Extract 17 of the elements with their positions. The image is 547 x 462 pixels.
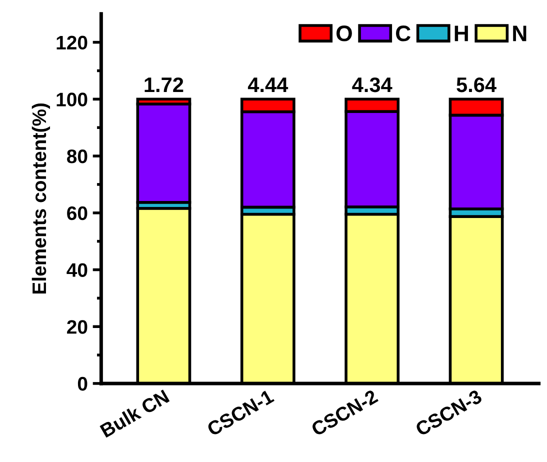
y-tick-label: 100 <box>56 92 88 106</box>
legend-label: H <box>454 26 468 42</box>
y-tick-label: 80 <box>66 149 88 164</box>
y-tick-label: 60 <box>67 206 88 220</box>
legend-label: O <box>336 26 352 42</box>
y-tick-label: 20 <box>67 320 88 334</box>
data-label: 4.34 <box>352 77 392 92</box>
legend-label: N <box>513 26 526 42</box>
legend-label: C <box>396 26 411 42</box>
data-label: 5.64 <box>456 77 496 92</box>
x-tick-label: Bulk CN <box>99 388 170 438</box>
y-tick-label: 120 <box>56 36 88 50</box>
y-tick-label: 40 <box>66 263 88 277</box>
y-tick-label: 0 <box>78 376 88 391</box>
data-label: 4.44 <box>248 78 288 92</box>
y-axis-title: Elements content(%) <box>32 103 50 294</box>
data-label: 1.72 <box>144 77 184 92</box>
